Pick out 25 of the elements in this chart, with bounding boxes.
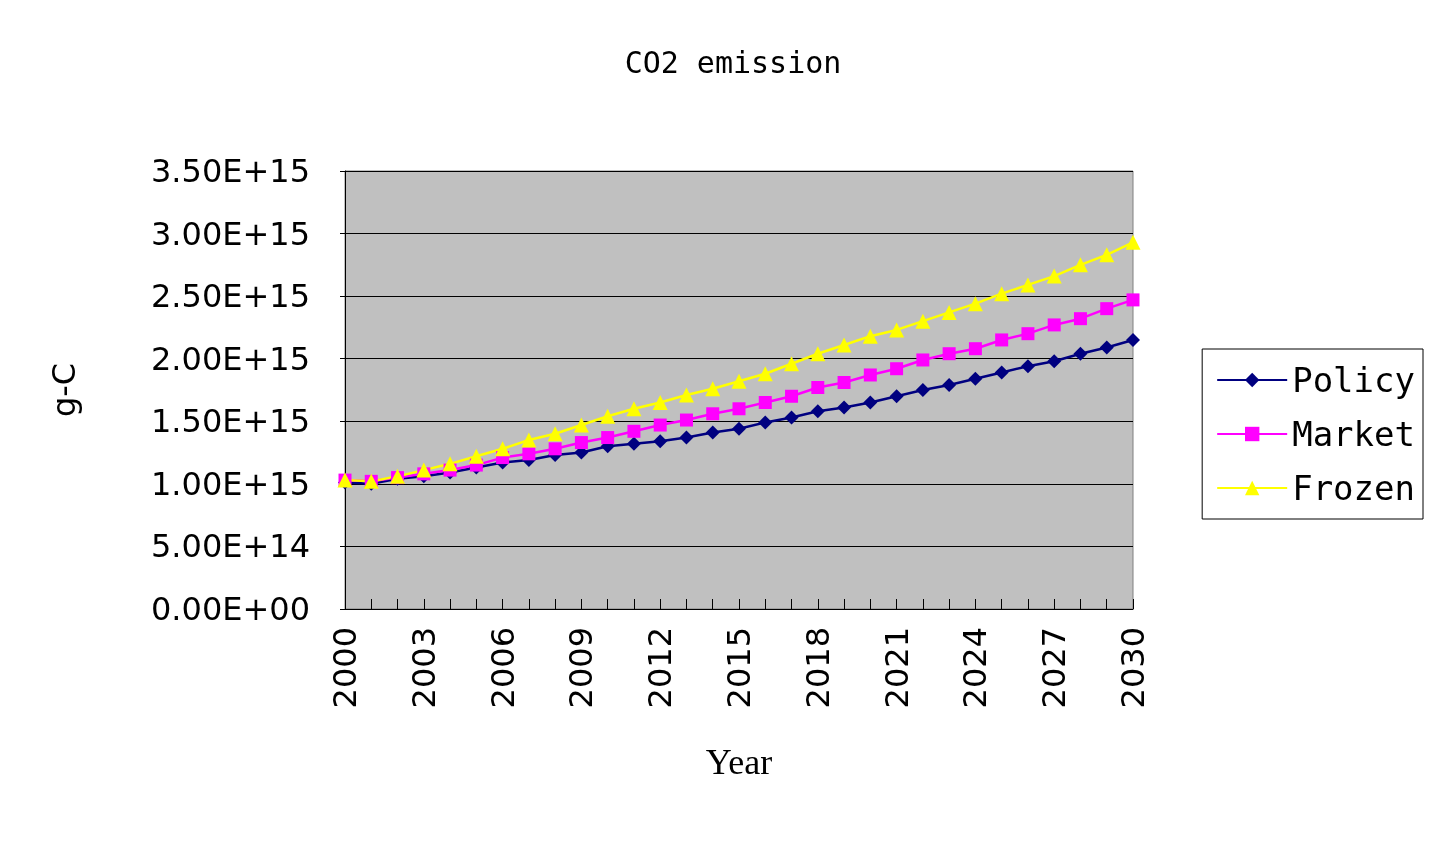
x-tick-label: 2018 bbox=[798, 627, 837, 709]
x-tick-label: 2030 bbox=[1114, 627, 1152, 709]
y-tick-label: 3.00E+15 bbox=[151, 214, 310, 253]
y-tick-label: 2.50E+15 bbox=[151, 277, 310, 316]
y-axis-title: g-C bbox=[45, 362, 83, 418]
chart-title: CO2 emission bbox=[624, 44, 842, 80]
y-tick-label: 3.50E+15 bbox=[151, 152, 310, 190]
y-tick-label: 2.00E+15 bbox=[151, 339, 310, 378]
x-tick-label: 2000 bbox=[326, 627, 364, 709]
x-tick-label: 2027 bbox=[1035, 627, 1074, 709]
x-tick-label: 2021 bbox=[877, 627, 916, 709]
legend-label: Policy bbox=[1292, 360, 1416, 400]
x-axis-title: Year bbox=[705, 742, 773, 782]
x-tick-label: 2006 bbox=[483, 627, 522, 709]
x-tick-label: 2003 bbox=[404, 627, 443, 709]
y-tick-label: 5.00E+14 bbox=[151, 527, 310, 566]
x-tick-label: 2012 bbox=[641, 627, 680, 709]
x-tick-label: 2015 bbox=[720, 627, 758, 709]
legend-label: Frozen bbox=[1292, 468, 1416, 508]
y-tick-label: 1.00E+15 bbox=[151, 464, 310, 503]
x-tick-label: 2009 bbox=[562, 627, 601, 709]
y-tick-label: 0.00E+00 bbox=[151, 590, 310, 628]
x-tick-label: 2024 bbox=[956, 627, 995, 709]
y-tick-label: 1.50E+15 bbox=[151, 402, 310, 441]
legend-label: Market bbox=[1292, 414, 1416, 454]
